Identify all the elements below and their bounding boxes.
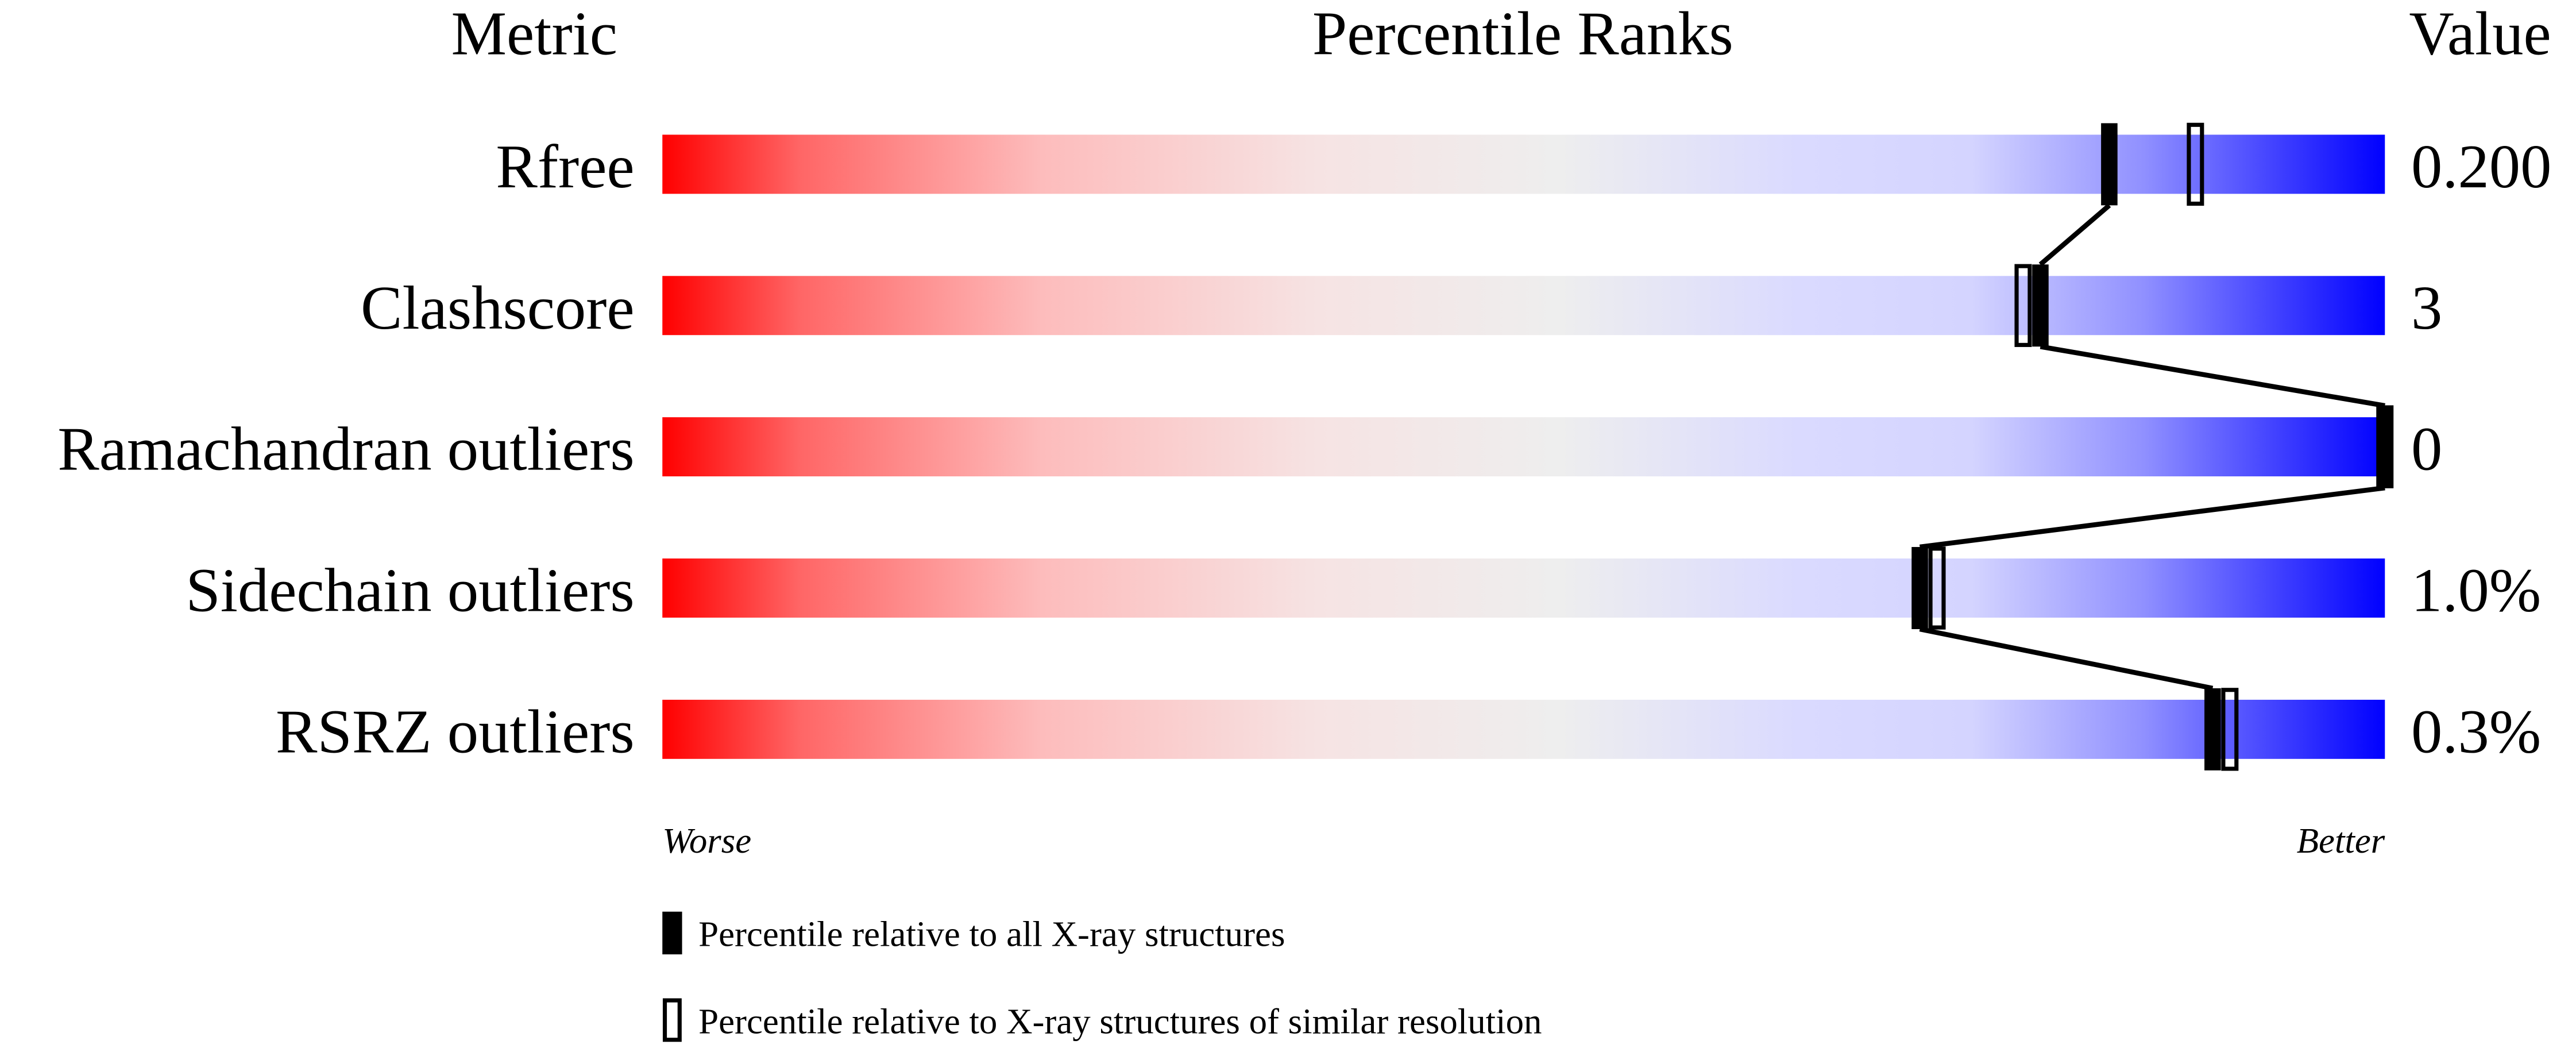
metric-value: 3 xyxy=(2411,273,2442,342)
percentile-bar xyxy=(662,276,2385,336)
metric-value: 0.200 xyxy=(2411,132,2551,201)
connector-line xyxy=(2038,203,2111,267)
header-metric: Metric xyxy=(451,0,617,68)
metric-label: Clashscore xyxy=(361,273,635,342)
header-percentile-ranks: Percentile Ranks xyxy=(1312,0,1733,68)
marker-all-structures xyxy=(2032,264,2049,347)
marker-similar-resolution xyxy=(1928,546,1946,630)
metric-value: 0 xyxy=(2411,415,2442,484)
metric-label: Rfree xyxy=(496,132,634,201)
percentile-bar xyxy=(662,558,2385,618)
marker-all-structures xyxy=(1911,547,1928,629)
marker-all-structures xyxy=(2204,688,2221,770)
connector-line xyxy=(1919,485,2385,550)
metric-label: Ramachandran outliers xyxy=(57,415,634,484)
header-value: Value xyxy=(2409,0,2551,68)
legend-hollow-marker xyxy=(662,998,682,1042)
legend-filled-marker xyxy=(662,911,682,955)
axis-label-better: Better xyxy=(2297,820,2385,861)
marker-all-structures xyxy=(2376,406,2393,488)
marker-similar-resolution xyxy=(2014,264,2032,347)
connector-line xyxy=(2040,344,2385,409)
marker-similar-resolution xyxy=(2187,122,2204,206)
metric-label: RSRZ outliers xyxy=(276,697,635,766)
legend-similar: Percentile relative to X-ray structures … xyxy=(698,1001,1542,1041)
legend-all: Percentile relative to all X-ray structu… xyxy=(698,914,1285,954)
marker-all-structures xyxy=(2101,123,2118,206)
metric-value: 0.3% xyxy=(2411,697,2541,766)
percentile-bar xyxy=(662,134,2385,194)
percentile-bar xyxy=(662,417,2385,477)
axis-label-worse: Worse xyxy=(662,820,751,861)
metric-value: 1.0% xyxy=(2411,556,2541,625)
marker-similar-resolution xyxy=(2221,688,2239,771)
metric-label: Sidechain outliers xyxy=(186,556,634,625)
connector-line xyxy=(1919,626,2214,691)
percentile-bar xyxy=(662,699,2385,759)
